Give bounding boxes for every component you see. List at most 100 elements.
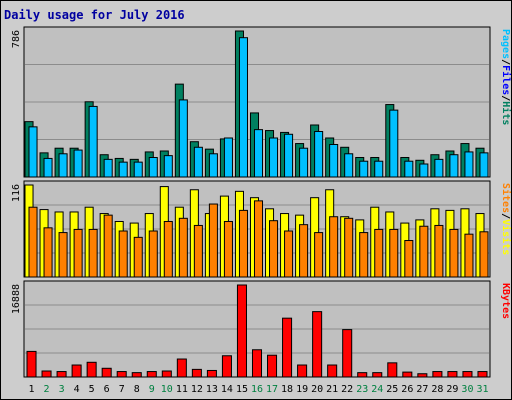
bar-pages-day-31 [479, 152, 489, 178]
bar-sites-day-22 [344, 217, 354, 278]
bar-sites-day-23 [359, 232, 369, 278]
x-tick-label-day-2: 2 [44, 384, 50, 395]
x-tick-label-day-21: 21 [326, 384, 338, 395]
bar-pages-day-5 [88, 105, 98, 178]
bar-kbytes-day-20 [312, 311, 323, 378]
right-label-word: Visits [500, 219, 512, 255]
panel-kbytes: 16888 [11, 280, 491, 378]
bar-kbytes-day-2 [41, 370, 52, 378]
x-tick-label-day-23: 23 [356, 384, 368, 395]
y-axis-max-label: 786 [11, 30, 22, 48]
bar-kbytes-day-9 [146, 371, 157, 378]
bar-sites-day-18 [284, 230, 294, 278]
x-tick-label-day-11: 11 [176, 384, 188, 395]
bar-pages-day-26 [404, 160, 414, 178]
right-label-top: Pages/Files/Hits [500, 29, 512, 125]
bar-sites-day-16 [253, 200, 264, 278]
bar-sites-day-19 [299, 224, 309, 278]
x-tick-label-day-10: 10 [161, 384, 173, 395]
bar-sites-day-4 [73, 228, 83, 278]
bar-sites-day-1 [28, 206, 38, 278]
bar-kbytes-day-27 [417, 373, 428, 378]
bar-sites-day-24 [374, 228, 384, 278]
bar-kbytes-day-11 [176, 358, 187, 378]
x-tick-label-day-4: 4 [74, 384, 80, 395]
bar-pages-day-19 [299, 147, 309, 178]
x-tick-label-day-22: 22 [341, 384, 353, 395]
x-tick-label-day-5: 5 [89, 384, 95, 395]
bar-sites-day-6 [103, 214, 113, 278]
bar-sites-day-3 [58, 232, 68, 278]
bar-pages-day-1 [28, 126, 38, 178]
bar-pages-day-16 [253, 129, 264, 178]
x-tick-label-day-25: 25 [386, 384, 398, 395]
bar-pages-day-12 [193, 146, 203, 178]
bar-pages-day-13 [208, 153, 218, 178]
bar-kbytes-day-4 [71, 364, 82, 378]
bar-kbytes-day-5 [86, 361, 97, 378]
bar-kbytes-day-30 [462, 371, 473, 378]
panel-visits-sites: 116 [11, 180, 491, 278]
x-tick-label-day-17: 17 [266, 384, 278, 395]
bar-pages-day-22 [344, 153, 354, 178]
bar-sites-day-20 [314, 232, 324, 278]
right-label-word: / [500, 95, 511, 101]
right-label-bottom: KBytes [500, 283, 511, 319]
bar-kbytes-day-28 [432, 371, 443, 378]
bar-pages-day-3 [58, 153, 68, 178]
bar-kbytes-day-18 [282, 317, 293, 378]
bar-kbytes-day-19 [297, 364, 308, 378]
y-axis-max-label: 16888 [11, 284, 22, 314]
bar-sites-day-31 [479, 231, 489, 278]
bar-kbytes-day-31 [477, 371, 488, 378]
x-tick-label-day-26: 26 [401, 384, 413, 395]
x-tick-label-day-12: 12 [191, 384, 203, 395]
x-tick-label-day-8: 8 [134, 384, 140, 395]
bar-pages-day-28 [434, 158, 444, 178]
bar-pages-day-29 [449, 154, 459, 178]
bar-pages-day-18 [284, 133, 294, 178]
x-axis-day-labels: 1 2 3 4 5 6 7 8 9 10 11 12 13 14 15 16 17 18 19 20 21 22 23 24 2… [29, 384, 489, 395]
chart-panels: 786 116 16888 [11, 26, 491, 378]
x-tick-label-day-27: 27 [416, 384, 428, 395]
right-label-word: Hits [500, 101, 512, 125]
bar-sites-day-8 [133, 236, 143, 278]
bar-sites-day-27 [419, 225, 429, 278]
bar-sites-day-13 [208, 203, 218, 278]
bar-sites-day-30 [464, 233, 474, 278]
x-tick-label-day-18: 18 [281, 384, 293, 395]
bar-kbytes-day-1 [26, 350, 37, 378]
x-tick-label-day-7: 7 [119, 384, 125, 395]
bar-pages-day-7 [118, 161, 128, 178]
bar-pages-day-11 [178, 99, 188, 178]
panel-hits-files-pages: 786 [11, 26, 491, 178]
bar-pages-day-30 [464, 151, 474, 178]
chart-title: Daily usage for July 2016 [4, 8, 185, 22]
right-label-word: Files [500, 65, 512, 95]
bar-pages-day-25 [389, 109, 399, 178]
bar-kbytes-day-12 [191, 368, 202, 378]
x-tick-label-day-13: 13 [206, 384, 218, 395]
x-tick-label-day-19: 19 [296, 384, 308, 395]
bar-pages-day-15 [238, 37, 248, 178]
bar-sites-day-25 [389, 228, 399, 278]
y-axis-max-label: 116 [11, 184, 22, 202]
x-tick-label-day-14: 14 [221, 384, 233, 395]
bar-kbytes-day-10 [161, 370, 172, 378]
bar-kbytes-day-8 [131, 372, 142, 378]
bar-kbytes-day-25 [387, 362, 398, 378]
right-label-word: Sites [500, 183, 512, 213]
bar-sites-day-21 [329, 216, 339, 278]
bar-kbytes-day-26 [402, 371, 413, 378]
right-label-word: / [500, 59, 511, 65]
x-tick-label-day-6: 6 [104, 384, 110, 395]
bar-pages-day-2 [43, 157, 53, 178]
right-label-word: / [500, 213, 511, 219]
bar-pages-day-20 [314, 130, 324, 178]
bar-kbytes-day-29 [447, 371, 458, 378]
x-tick-label-day-20: 20 [311, 384, 323, 395]
bar-pages-day-21 [329, 143, 339, 178]
x-tick-label-day-9: 9 [149, 384, 155, 395]
bar-sites-day-26 [404, 240, 414, 278]
